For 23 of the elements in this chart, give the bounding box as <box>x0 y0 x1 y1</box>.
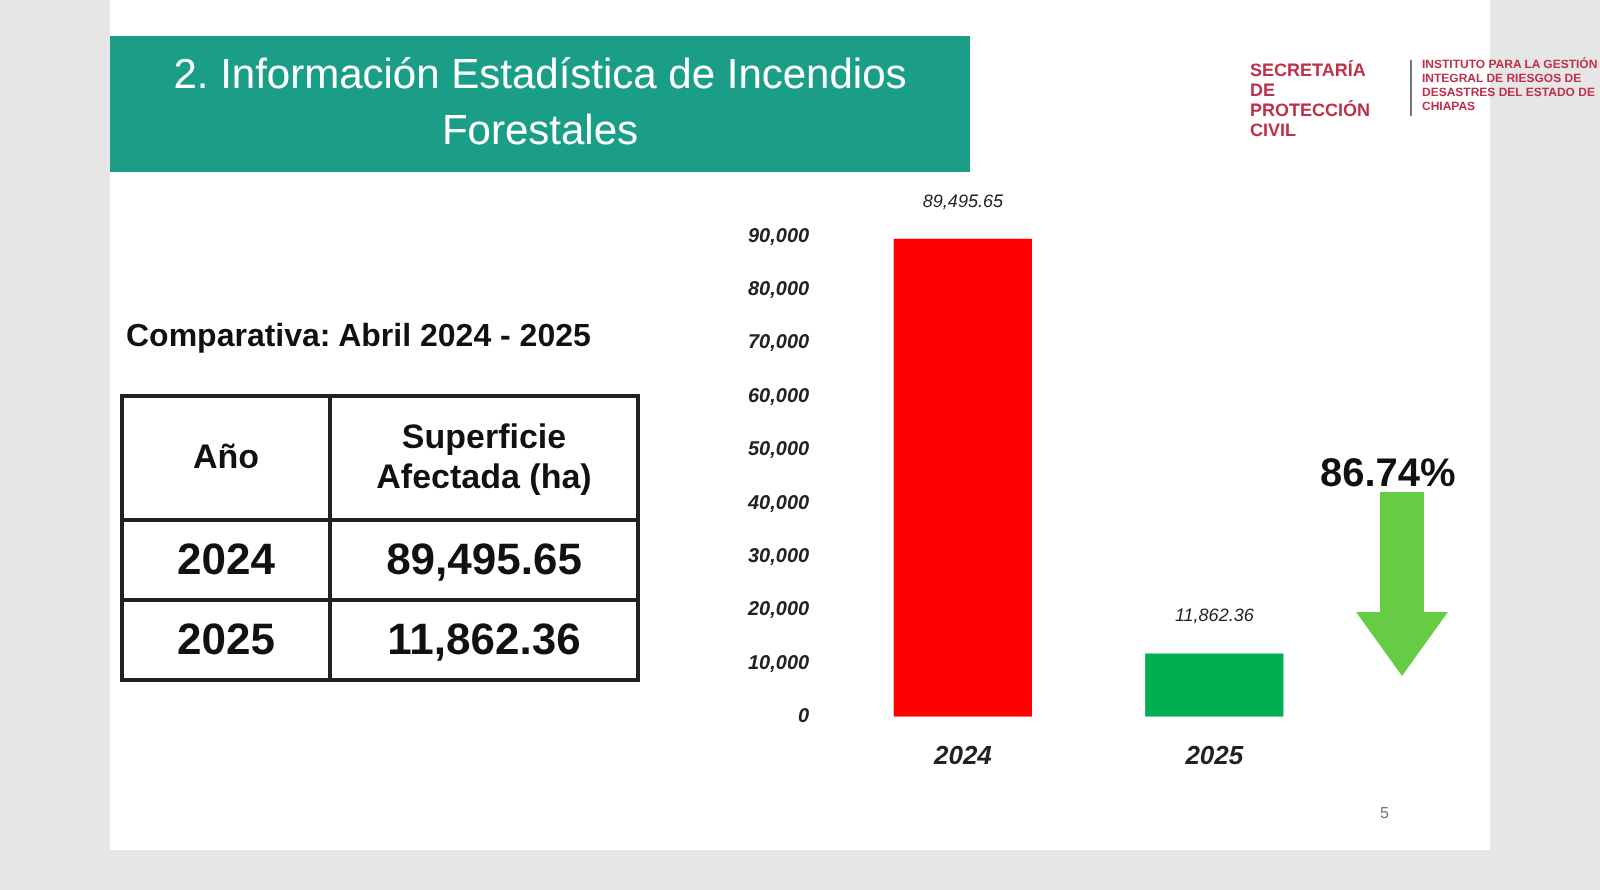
text: Comparativa: Abril 2024 - 2025 <box>126 320 591 356</box>
chart-title: 2. Información Estadística de Incendios Forestales <box>110 36 970 172</box>
y-tick-label: 10,000 <box>747 652 811 675</box>
data-label: 11,862.36 <box>1174 605 1254 626</box>
y-tick-label: 60,000 <box>747 385 811 408</box>
text: SECRETARÍA DE PROTECCIÓN CIVIL <box>1250 60 1373 140</box>
y-tick-label: 20,000 <box>745 599 811 622</box>
data-label: 89,495.65 <box>922 190 1005 211</box>
y-tick-label: 0 <box>798 706 811 729</box>
category-label: 2025 <box>177 614 275 664</box>
y-tick-label: 40,000 <box>745 492 811 515</box>
text: 5 <box>1380 804 1389 822</box>
y-tick-label: 70,000 <box>747 332 811 355</box>
y-tick-label: 80,000 <box>747 278 811 301</box>
text: 89,495.65 <box>386 534 582 584</box>
annotation: 86.74% <box>1320 452 1456 498</box>
y-tick-label: 50,000 <box>747 439 811 462</box>
y-tick-label: 90,000 <box>747 225 811 248</box>
text: 11,862.36 <box>387 614 581 664</box>
text: Superficie Afectada (ha) <box>330 396 638 520</box>
y-tick-label: 30,000 <box>747 546 811 569</box>
category-label: 2024 <box>177 534 275 584</box>
text: Año <box>122 396 330 520</box>
